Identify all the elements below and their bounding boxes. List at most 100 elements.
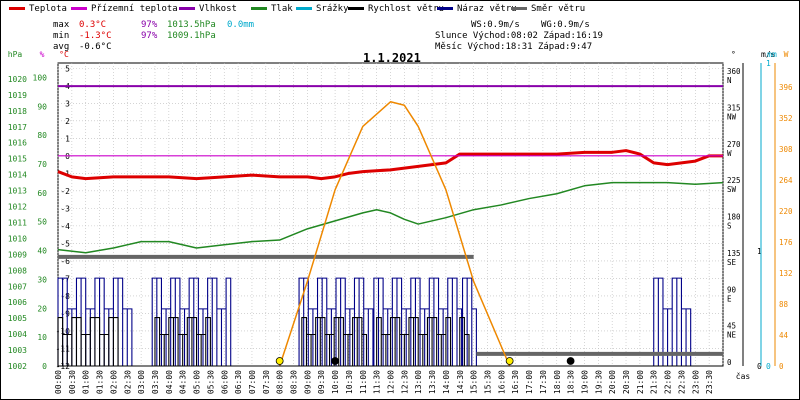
tick-solar: 352 xyxy=(779,114,793,123)
x-tick-label: 01:30 xyxy=(96,370,105,394)
tick-pressure: 1002 xyxy=(8,362,27,371)
x-tick-label: 02:30 xyxy=(123,370,132,394)
tick-wind-dir: 315 xyxy=(727,103,741,112)
x-tick-label: 23:00 xyxy=(691,370,700,394)
stat-max-temp: 0.3°C xyxy=(79,20,107,30)
x-tick-label: 03:00 xyxy=(137,370,146,394)
x-tick-label: 11:00 xyxy=(359,370,368,394)
x-tick-label: 23:30 xyxy=(705,370,714,394)
tick-rain: 0 xyxy=(766,362,771,371)
x-tick-label: 00:00 xyxy=(54,370,63,394)
tick-humidity: 70 xyxy=(37,160,47,169)
tick-temperature: -7 xyxy=(60,274,70,283)
tick-temperature: -3 xyxy=(60,204,70,213)
axis-label-rain: mm xyxy=(767,50,777,59)
legend-swatch xyxy=(511,7,527,10)
tick-temperature: 1 xyxy=(65,134,70,143)
tick-temperature: 5 xyxy=(65,64,70,73)
stat-max-press: 1013.5hPa xyxy=(167,20,216,30)
tick-pressure: 1004 xyxy=(8,330,27,339)
tick-wind-dir-name: NW xyxy=(727,112,737,121)
marker-moon-set xyxy=(331,357,339,365)
tick-pressure: 1006 xyxy=(8,298,27,307)
series-slune-n-z-en- xyxy=(278,101,511,367)
tick-wind-dir: 135 xyxy=(727,249,741,258)
legend-swatch xyxy=(179,7,195,10)
tick-temperature: -6 xyxy=(60,257,70,266)
tick-pressure: 1007 xyxy=(8,282,27,291)
x-tick-label: 07:00 xyxy=(248,370,257,394)
tick-temperature: 3 xyxy=(65,99,70,108)
tick-rain: 1 xyxy=(766,59,771,68)
x-tick-label: 11:30 xyxy=(373,370,382,394)
x-tick-label: 00:30 xyxy=(68,370,77,394)
legend-item-2: Vlhkost xyxy=(179,4,237,14)
x-tick-label: 07:30 xyxy=(262,370,271,394)
legend-label: Teplota xyxy=(29,4,67,14)
x-tick-label: 19:30 xyxy=(594,370,603,394)
x-tick-label: 13:30 xyxy=(428,370,437,394)
x-tick-label: 20:30 xyxy=(622,370,631,394)
tick-temperature: 2 xyxy=(65,117,70,126)
tick-pressure: 1012 xyxy=(8,203,27,212)
stat-ws: WS:0.9m/s xyxy=(471,20,520,30)
tick-pressure: 1013 xyxy=(8,187,27,196)
stat-sun: Slunce Východ:08:02 Západ:16:19 xyxy=(435,31,603,41)
stat-wg: WG:0.9m/s xyxy=(541,20,590,30)
tick-solar: 176 xyxy=(779,238,793,247)
x-tick-label: 14:30 xyxy=(456,370,465,394)
x-tick-label: 04:30 xyxy=(179,370,188,394)
tick-humidity: 30 xyxy=(37,275,47,284)
x-tick-label: 10:00 xyxy=(331,370,340,394)
x-tick-label: 06:30 xyxy=(234,370,243,394)
tick-pressure: 1011 xyxy=(8,218,27,227)
tick-solar: 88 xyxy=(779,300,789,309)
legend-swatch xyxy=(251,7,267,10)
legend-label: Náraz větru xyxy=(457,4,517,14)
legend-label: Srážky xyxy=(316,4,349,14)
tick-wind-dir-name: SW xyxy=(727,185,737,194)
axis-label-pressure: hPa xyxy=(8,50,23,59)
x-tick-label: 09:00 xyxy=(303,370,312,394)
tick-solar: 396 xyxy=(779,83,793,92)
legend-item-5: Rychlost větru xyxy=(348,4,444,14)
tick-humidity: 10 xyxy=(37,333,47,342)
tick-humidity: 80 xyxy=(37,131,47,140)
x-tick-label: 12:30 xyxy=(400,370,409,394)
legend-label: Rychlost větru xyxy=(368,4,444,14)
axis-label-solar: W xyxy=(784,50,789,59)
stat-max-rain: 0.0mm xyxy=(227,20,255,30)
tick-pressure: 1014 xyxy=(8,171,27,180)
tick-pressure: 1017 xyxy=(8,123,27,132)
legend-item-7: Směr větru xyxy=(511,4,585,14)
tick-humidity: 90 xyxy=(37,102,47,111)
stat-max-label: max xyxy=(53,20,70,30)
legend-item-0: Teplota xyxy=(9,4,67,14)
tick-pressure: 1015 xyxy=(8,155,27,164)
tick-wind-dir: 90 xyxy=(727,285,737,294)
legend-swatch xyxy=(437,7,453,10)
x-tick-label: 17:30 xyxy=(539,370,548,394)
axis-label-humidity: % xyxy=(40,50,45,59)
legend-label: Vlhkost xyxy=(199,4,237,14)
legend-swatch xyxy=(71,7,87,10)
marker-moon-rise xyxy=(566,357,575,365)
x-tick-label: 08:00 xyxy=(276,370,285,394)
series-sm-r-v-tru xyxy=(58,254,723,356)
tick-temperature: -4 xyxy=(60,222,70,231)
legend-swatch xyxy=(296,7,312,10)
series-tlak xyxy=(57,181,724,254)
tick-humidity: 50 xyxy=(37,218,47,227)
tick-wind-dir: 270 xyxy=(727,140,741,149)
tick-solar: 44 xyxy=(779,331,789,340)
tick-pressure: 1008 xyxy=(8,266,27,275)
x-tick-label: 15:00 xyxy=(470,370,479,394)
x-tick-label: 06:00 xyxy=(220,370,229,394)
stat-min-hum: 97% xyxy=(141,31,158,41)
tick-wind-dir: 0 xyxy=(727,358,732,367)
tick-temperature: -8 xyxy=(60,292,70,301)
x-axis-label: čas xyxy=(736,371,751,381)
stat-moon: Měsíc Východ:18:31 Západ:9:47 xyxy=(435,42,593,52)
tick-humidity: 60 xyxy=(37,189,47,198)
